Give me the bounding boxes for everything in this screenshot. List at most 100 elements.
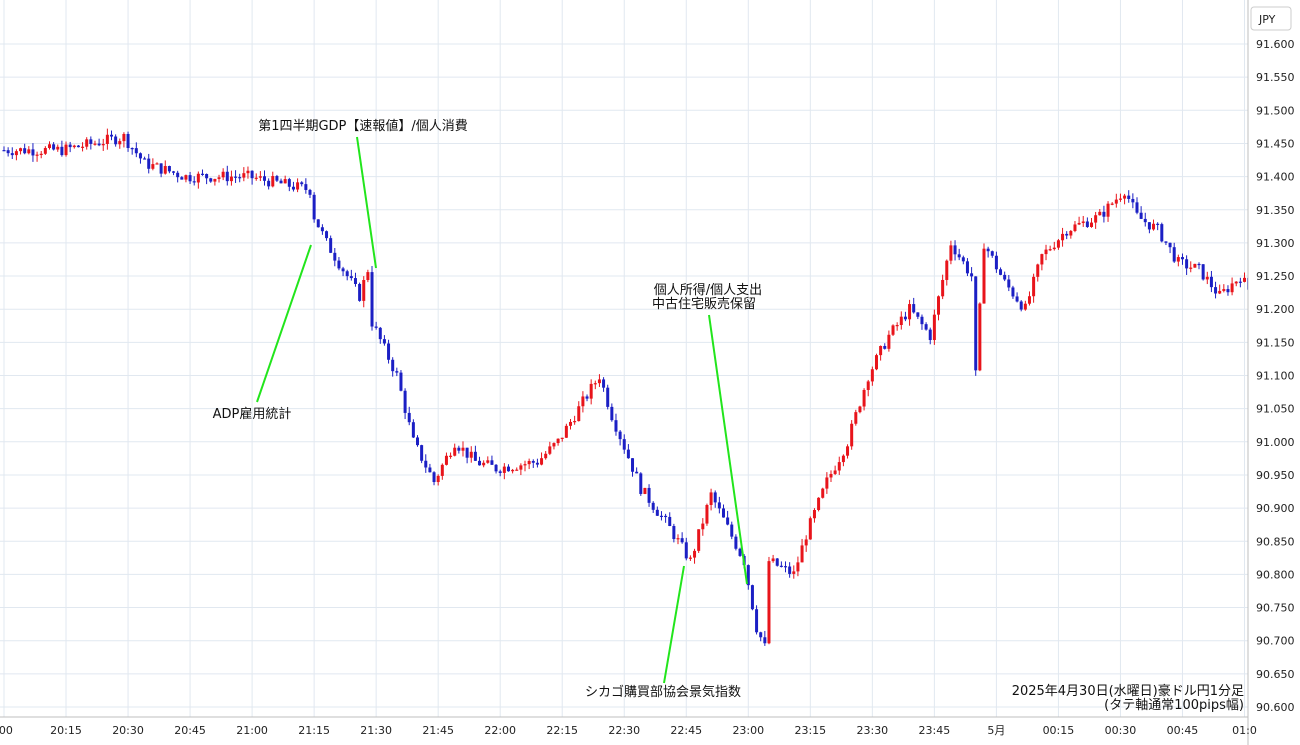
candle-body	[52, 144, 56, 150]
candle-body	[821, 488, 825, 498]
candle-body	[473, 451, 477, 461]
time-tick-label: 00:15	[1043, 724, 1075, 737]
candle-body	[854, 412, 858, 424]
candle-body	[72, 145, 76, 148]
candle-body	[300, 182, 304, 185]
candle-body	[358, 283, 362, 301]
candle-body	[506, 466, 510, 472]
price-tick-label: 91.250	[1256, 270, 1295, 283]
candle-body	[792, 571, 796, 574]
time-tick-label: 21:30	[360, 724, 392, 737]
candle-body	[730, 524, 734, 537]
candle-body	[1135, 202, 1139, 213]
candle-body	[345, 271, 349, 277]
price-tick-label: 91.550	[1256, 71, 1295, 84]
candle-body	[999, 269, 1003, 275]
candle-body	[883, 345, 887, 349]
candle-body	[296, 182, 300, 190]
candle-body	[1234, 281, 1238, 284]
candle-body	[1118, 198, 1122, 200]
candle-body	[713, 492, 717, 503]
candle-body	[1156, 223, 1160, 225]
candle-body	[511, 469, 515, 472]
candle-body	[382, 339, 386, 344]
candle-body	[486, 460, 490, 463]
candle-body	[928, 329, 932, 341]
candle-body	[167, 166, 171, 172]
candle-body	[870, 369, 874, 382]
candle-body	[564, 425, 568, 438]
candle-body	[27, 149, 31, 154]
price-tick-label: 90.850	[1256, 535, 1295, 548]
annotation-label: 個人所得/個人支出	[654, 282, 762, 298]
time-tick-label: 20:45	[174, 724, 206, 737]
candle-body	[118, 141, 122, 145]
candle-body	[945, 260, 949, 280]
price-tick-label: 90.750	[1256, 602, 1295, 615]
time-tick-label: 21:15	[298, 724, 330, 737]
candle-body	[771, 558, 775, 562]
candle-body	[631, 458, 635, 472]
time-tick-label: 21:00	[236, 724, 268, 737]
time-tick-label: 23:00	[732, 724, 764, 737]
price-tick-label: 91.600	[1256, 38, 1295, 51]
candle-body	[755, 609, 759, 633]
annotation-line	[356, 136, 377, 269]
price-tick-label: 91.100	[1256, 370, 1295, 383]
candle-body	[866, 381, 870, 390]
candle-body	[362, 280, 366, 301]
candle-body	[416, 437, 419, 446]
candle-body	[746, 565, 750, 586]
candle-body	[1139, 212, 1143, 219]
candle-body	[200, 173, 204, 175]
price-tick-label: 90.700	[1256, 635, 1295, 648]
candle-body	[932, 314, 936, 341]
price-axis-ticks: 90.600 90.650 90.700 90.750 90.800 90.850 90.9…	[1256, 38, 1295, 714]
candle-body	[664, 515, 668, 518]
candle-body	[1238, 281, 1242, 283]
candle-body	[924, 324, 928, 330]
time-axis-ticks: :00 20:15 20:30 20:45 21:00 21:15 21:30 21:45 22…	[0, 724, 1257, 737]
candle-body	[676, 538, 680, 540]
candle-body	[941, 279, 945, 297]
candle-body	[316, 219, 320, 228]
candle-body	[283, 179, 287, 184]
candle-body	[1147, 222, 1151, 230]
candle-body	[680, 538, 684, 543]
candle-body	[6, 150, 10, 154]
candle-body	[738, 548, 742, 556]
candle-body	[726, 517, 730, 525]
candle-body	[994, 255, 998, 270]
candle-body	[110, 134, 114, 137]
candle-body	[540, 458, 544, 465]
candle-body	[705, 504, 709, 524]
candle-body	[970, 273, 974, 277]
candle-body	[767, 561, 771, 644]
candle-body	[147, 158, 151, 169]
candle-body	[829, 473, 833, 478]
candle-body	[879, 345, 883, 356]
candle-body	[440, 464, 444, 476]
candle-body	[589, 383, 593, 399]
candle-body	[817, 497, 821, 510]
candle-body	[986, 248, 990, 252]
candle-body	[424, 460, 428, 468]
candle-body	[750, 585, 754, 610]
candle-body	[1123, 195, 1127, 199]
candle-body	[205, 174, 209, 179]
candle-body	[378, 327, 382, 340]
candle-body	[64, 144, 68, 156]
candle-body	[1081, 221, 1085, 223]
candle-body	[788, 566, 792, 574]
candle-body	[887, 334, 891, 349]
candle-body	[568, 421, 572, 426]
candle-body	[337, 260, 341, 269]
candle-body	[903, 316, 907, 320]
time-tick-label: 23:30	[856, 724, 888, 737]
candle-body	[490, 460, 494, 465]
candle-body	[837, 462, 841, 471]
candle-body	[519, 465, 523, 470]
candle-body	[10, 153, 14, 156]
candle-body	[449, 455, 453, 457]
